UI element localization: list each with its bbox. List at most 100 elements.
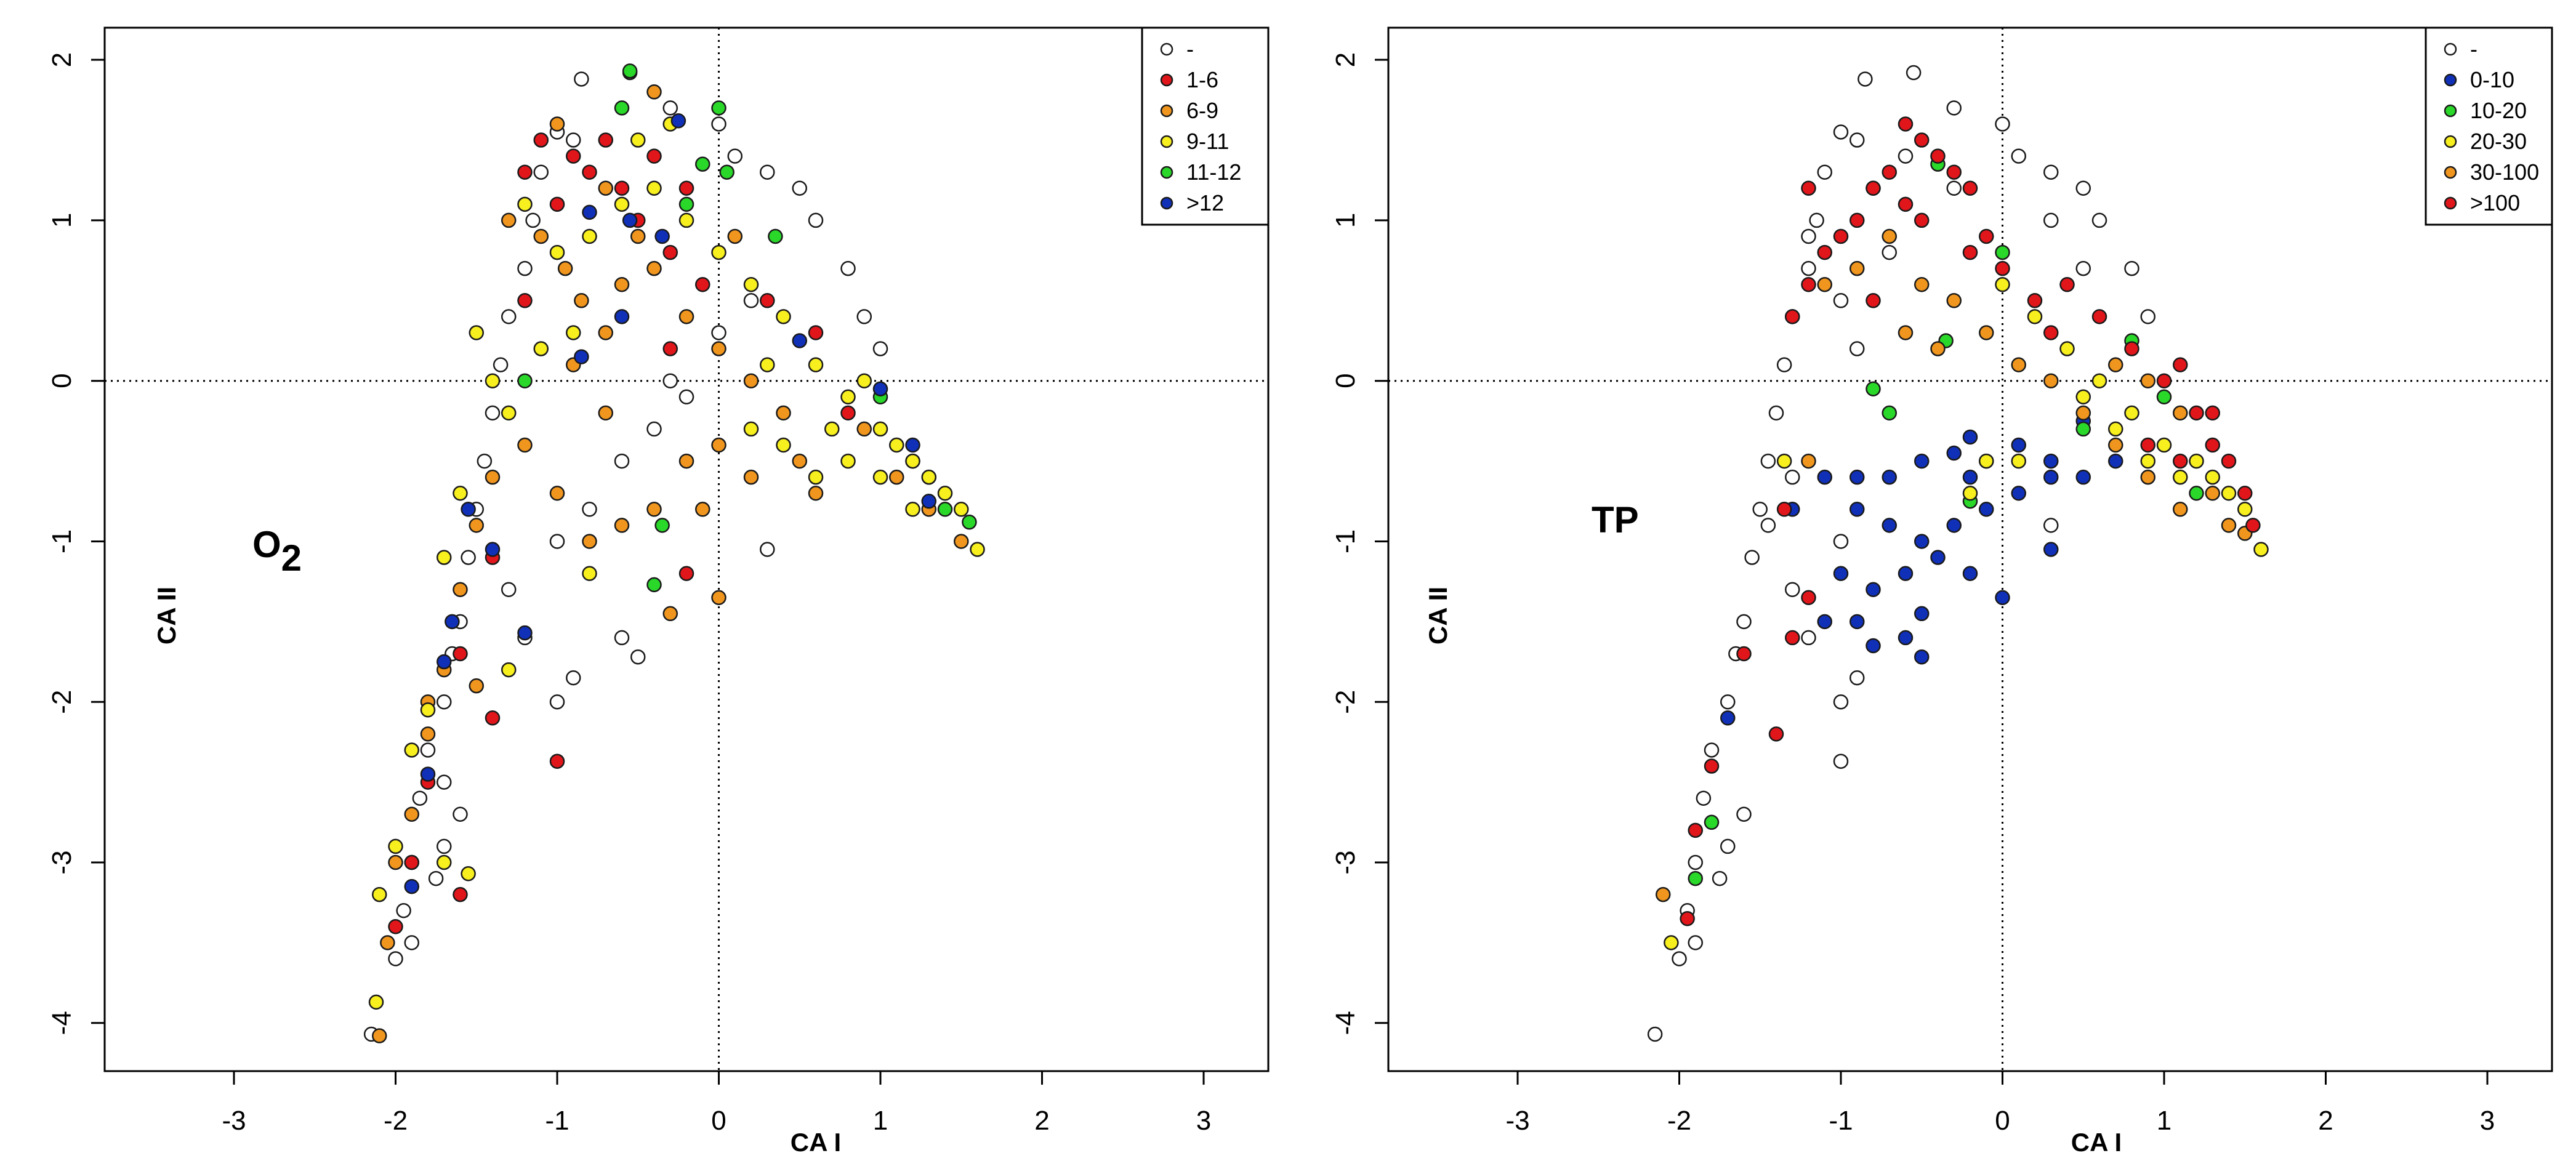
x-tick-label-o2: 1 xyxy=(873,1106,888,1136)
y-tick-label-o2: 0 xyxy=(47,373,77,388)
point-o2-9x11 xyxy=(437,854,452,870)
point-o2-x xyxy=(517,260,533,276)
point-o2-6x9 xyxy=(646,260,662,276)
legend-swatch-tp xyxy=(2444,135,2457,148)
point-o2-1x6 xyxy=(662,244,678,260)
point-tp-x100 xyxy=(1898,116,1914,132)
point-o2-9x11 xyxy=(630,132,646,148)
legend-label-tp: 30-100 xyxy=(2470,159,2539,185)
point-tp-x100 xyxy=(2156,373,2172,388)
point-tp-0x10 xyxy=(2011,437,2026,453)
point-o2-x xyxy=(453,806,468,822)
y-tick-label-o2: -1 xyxy=(47,529,77,553)
point-o2-9x11 xyxy=(646,180,662,196)
point-o2-x xyxy=(388,951,403,966)
point-o2-9x11 xyxy=(404,742,419,758)
y-tick-label-o2: 2 xyxy=(47,52,77,67)
point-o2-x xyxy=(566,132,581,148)
point-o2-x12 xyxy=(437,654,452,670)
y-axis-title-tp: CA II xyxy=(1423,587,1452,645)
point-o2-9x11 xyxy=(485,373,501,388)
y-tick-label-o2: -4 xyxy=(47,1011,77,1035)
point-tp-20x30 xyxy=(2075,389,2091,405)
point-tp-x xyxy=(2124,260,2139,276)
point-o2-11x12 xyxy=(768,228,783,244)
point-tp-x xyxy=(1906,65,1922,81)
point-tp-0x10 xyxy=(2075,469,2091,485)
x-tick-label-tp: -1 xyxy=(1829,1106,1853,1136)
point-tp-x100 xyxy=(1833,228,1849,244)
x-axis-title-tp: CA I xyxy=(2071,1128,2122,1157)
point-o2-9x11 xyxy=(905,502,920,517)
point-tp-x100 xyxy=(1866,293,1881,308)
point-o2-6x9 xyxy=(711,437,727,453)
point-o2-x12 xyxy=(614,309,630,324)
point-o2-9x11 xyxy=(889,437,904,453)
point-o2-6x9 xyxy=(598,325,613,340)
point-o2-x12 xyxy=(905,437,920,453)
point-tp-0x10 xyxy=(1866,638,1881,654)
point-o2-x xyxy=(743,293,759,308)
x-tick-label-tp: -2 xyxy=(1667,1106,1691,1136)
point-tp-x xyxy=(1849,132,1865,148)
point-o2-x xyxy=(525,212,541,228)
point-o2-9x11 xyxy=(808,357,824,372)
point-o2-x xyxy=(501,309,517,324)
point-tp-x xyxy=(1760,518,1776,533)
point-o2-6x9 xyxy=(614,276,630,292)
point-o2-9x11 xyxy=(582,566,597,581)
point-o2-6x9 xyxy=(954,534,969,549)
point-o2-x xyxy=(420,742,436,758)
point-o2-1x6 xyxy=(582,164,597,180)
point-o2-6x9 xyxy=(743,373,759,388)
point-tp-x xyxy=(2043,164,2059,180)
point-o2-1x6 xyxy=(695,276,710,292)
point-o2-6x9 xyxy=(776,405,791,421)
point-tp-20x30 xyxy=(2205,469,2220,485)
point-o2-x xyxy=(533,164,549,180)
point-tp-10x20 xyxy=(2075,421,2091,437)
point-tp-x xyxy=(1801,228,1816,244)
point-tp-x xyxy=(1672,951,1687,966)
point-o2-x xyxy=(727,148,743,164)
point-o2-x12 xyxy=(485,542,501,557)
point-o2-1x6 xyxy=(549,753,565,769)
x-tick-label-tp: 1 xyxy=(2157,1106,2171,1136)
point-o2-11x12 xyxy=(711,100,727,116)
point-tp-x100 xyxy=(2059,276,2075,292)
point-tp-0x10 xyxy=(1979,502,1994,517)
point-o2-6x9 xyxy=(695,502,710,517)
point-tp-0x10 xyxy=(1914,649,1930,665)
point-o2-x xyxy=(711,116,727,132)
point-o2-11x12 xyxy=(937,502,953,517)
point-tp-x100 xyxy=(2221,453,2237,469)
point-o2-1x6 xyxy=(840,405,856,421)
point-o2-x xyxy=(582,502,597,517)
point-tp-20x30 xyxy=(2156,437,2172,453)
point-o2-6x9 xyxy=(557,260,573,276)
point-tp-x xyxy=(1801,630,1816,646)
point-tp-x xyxy=(1946,100,1962,116)
point-tp-x xyxy=(1833,293,1849,308)
point-tp-30x100 xyxy=(1979,325,1994,340)
point-tp-0x10 xyxy=(1882,469,1897,485)
point-o2-9x11 xyxy=(566,325,581,340)
point-o2-6x9 xyxy=(711,341,727,356)
point-o2-9x11 xyxy=(840,453,856,469)
x-tick-label-tp: 0 xyxy=(1995,1106,2010,1136)
point-tp-x100 xyxy=(1962,180,1978,196)
point-tp-x xyxy=(1833,694,1849,710)
point-o2-9x11 xyxy=(368,994,384,1010)
legend-swatch-o2 xyxy=(1160,166,1173,179)
point-tp-x100 xyxy=(1946,164,1962,180)
point-o2-1x6 xyxy=(517,293,533,308)
point-o2-6x9 xyxy=(662,606,678,622)
panel-tp: -3 -2 -1 0 1 2 3 2 1 0 -1 -2 -3 -4 TP CA I CA II - 0-… xyxy=(1330,26,2553,1157)
point-tp-30x100 xyxy=(2108,357,2123,372)
legend-tp: - 0-10 10-20 20-30 30-100 >100 xyxy=(2425,26,2553,226)
point-o2-6x9 xyxy=(469,518,484,533)
point-o2-6x9 xyxy=(372,1028,387,1043)
point-o2-x xyxy=(437,694,452,710)
point-o2-x xyxy=(437,838,452,854)
point-o2-6x9 xyxy=(856,421,872,437)
